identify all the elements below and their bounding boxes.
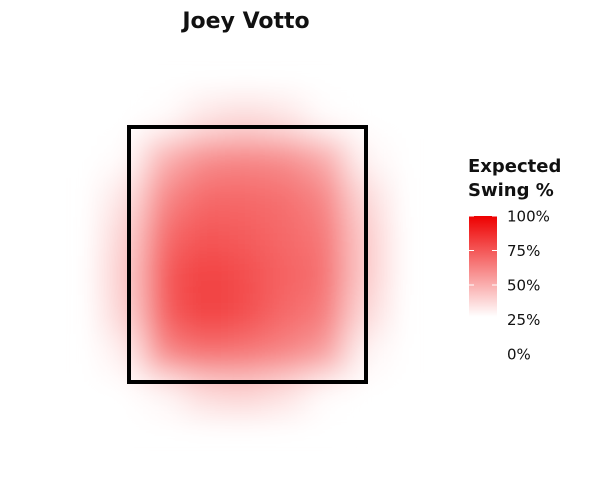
colorbar-label: 100% (507, 208, 550, 226)
heat-cell (265, 100, 306, 140)
heat-cell (145, 139, 186, 179)
heat-cell (305, 334, 346, 374)
heat-cell (305, 295, 346, 335)
heat-cell (145, 334, 186, 374)
heat-cell (185, 100, 226, 140)
heat-cell (265, 139, 306, 179)
heat-cell (105, 256, 146, 296)
heat-cell (105, 373, 146, 413)
heat-cell (225, 256, 266, 296)
legend-title: Swing % (468, 180, 554, 201)
heat-cell (145, 373, 186, 413)
heat-cell (225, 217, 266, 257)
legend-title: Expected (468, 156, 561, 177)
chart-title: Joey Votto (180, 9, 309, 34)
heat-cell (145, 217, 186, 257)
heat-cell (225, 334, 266, 374)
colorbar-label: 75% (507, 242, 540, 260)
heat-cell (305, 178, 346, 218)
heat-cell (225, 178, 266, 218)
heat-cell (305, 217, 346, 257)
colorbar (469, 216, 497, 317)
heat-cell (185, 334, 226, 374)
heat-cell (105, 100, 146, 140)
heat-cell (105, 334, 146, 374)
colorbar-label: 50% (507, 277, 540, 295)
heatmap (105, 100, 386, 413)
heat-cell (145, 100, 186, 140)
heat-cell (145, 256, 186, 296)
legend: 100% 75% 50% 25% 0% (469, 208, 550, 364)
heat-cell (185, 139, 226, 179)
colorbar-label: 0% (507, 346, 531, 364)
heat-cell (225, 295, 266, 335)
heat-cell (185, 217, 226, 257)
heat-cell (225, 139, 266, 179)
heat-cell (185, 256, 226, 296)
heat-cell (305, 256, 346, 296)
heat-cell (265, 256, 306, 296)
heat-cell (105, 178, 146, 218)
colorbar-label: 25% (507, 311, 540, 329)
heat-cell (265, 217, 306, 257)
heat-cell (185, 178, 226, 218)
heat-cell (185, 373, 226, 413)
heat-cell (105, 139, 146, 179)
heat-cell (265, 295, 306, 335)
heat-cell (225, 100, 266, 140)
heat-cell (225, 373, 266, 413)
heat-cell (105, 295, 146, 335)
heat-cell (305, 100, 346, 140)
heat-cell (265, 373, 306, 413)
heat-cell (265, 334, 306, 374)
heat-cell (305, 373, 346, 413)
heat-cell (185, 295, 226, 335)
heat-cell (145, 295, 186, 335)
heat-cell (145, 178, 186, 218)
heat-cell (305, 139, 346, 179)
heat-cell (105, 217, 146, 257)
heat-cell (265, 178, 306, 218)
strike-zone (127, 125, 368, 384)
